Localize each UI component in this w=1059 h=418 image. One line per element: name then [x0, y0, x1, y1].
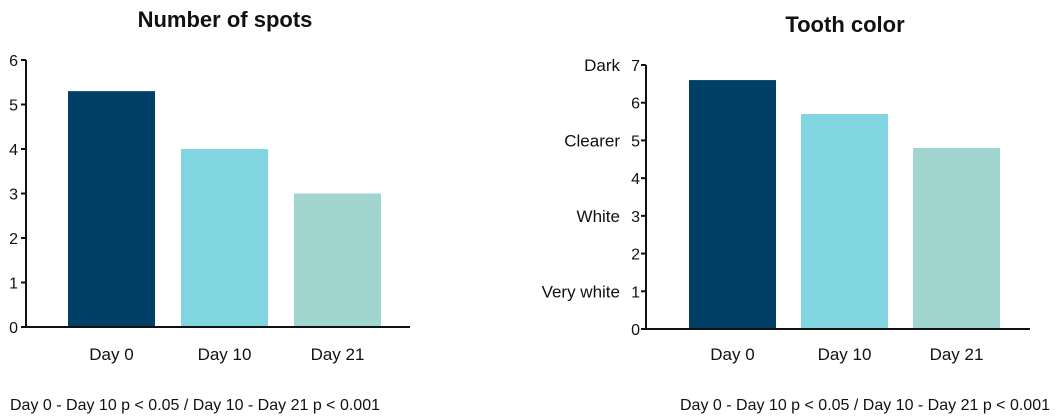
- y-tick-label: 6: [9, 53, 18, 70]
- bar-day-10: [181, 149, 268, 327]
- bar-day-21: [913, 147, 1000, 329]
- x-tick-label: Day 21: [930, 345, 984, 364]
- x-tick-label: Day 0: [710, 345, 754, 364]
- y-tick-label: 1: [9, 276, 18, 293]
- y-tick-label: 0: [631, 322, 640, 339]
- y-tick-label: 4: [631, 171, 640, 188]
- y-tick-label: 6: [631, 96, 640, 113]
- y-category-label: Dark: [584, 56, 620, 75]
- chart-title: Tooth color: [785, 12, 905, 37]
- y-tick-label: 1: [631, 284, 640, 301]
- significance-footnote: Day 0 - Day 10 p < 0.05 / Day 10 - Day 2…: [10, 397, 380, 414]
- y-category-label: Very white: [542, 282, 620, 301]
- y-category-label: Clearer: [564, 131, 620, 150]
- y-tick-label: 3: [631, 209, 640, 226]
- y-tick-label: 5: [631, 133, 640, 150]
- chart-number-of-spots: Number of spots 0 1 2 3 4 5 6 Day 0 Day 10 Day 2…: [9, 7, 410, 414]
- bar-day-21: [294, 193, 381, 327]
- y-category-label: White: [577, 207, 620, 226]
- chart-title: Number of spots: [138, 7, 313, 32]
- significance-footnote: Day 0 - Day 10 p < 0.05 / Day 10 - Day 2…: [680, 397, 1050, 414]
- chart-tooth-color: Tooth color 0 1 2 3 4 5 6 7 Dark Clearer White Ver…: [542, 12, 1051, 414]
- y-tick-label: 4: [9, 142, 18, 159]
- y-tick-label: 0: [9, 320, 18, 337]
- x-tick-label: Day 0: [89, 345, 133, 364]
- bar-day-10: [801, 114, 888, 330]
- y-tick-label: 7: [631, 58, 640, 75]
- bar-day-0: [689, 80, 776, 329]
- y-tick-label: 3: [9, 187, 18, 204]
- x-tick-label: Day 10: [818, 345, 872, 364]
- y-tick-label: 2: [9, 231, 18, 248]
- y-tick-label: 5: [9, 98, 18, 115]
- x-tick-label: Day 10: [198, 345, 252, 364]
- y-tick-label: 2: [631, 247, 640, 264]
- bar-day-0: [68, 91, 155, 328]
- x-tick-label: Day 21: [311, 345, 365, 364]
